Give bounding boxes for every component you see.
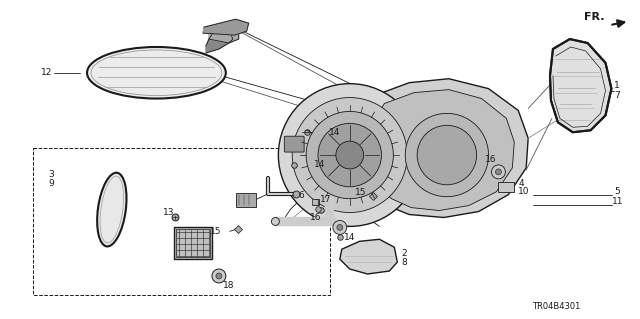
Polygon shape xyxy=(206,31,233,53)
Circle shape xyxy=(405,114,488,197)
Polygon shape xyxy=(203,19,248,35)
Bar xyxy=(499,182,515,192)
Polygon shape xyxy=(550,39,611,132)
Circle shape xyxy=(278,84,421,226)
Text: 8: 8 xyxy=(401,258,407,267)
Text: 5: 5 xyxy=(614,187,620,196)
Text: 7: 7 xyxy=(614,91,620,100)
Text: 16: 16 xyxy=(310,213,321,222)
Circle shape xyxy=(318,123,381,187)
Polygon shape xyxy=(340,239,397,274)
Circle shape xyxy=(271,218,279,226)
Text: 13: 13 xyxy=(163,208,175,217)
Text: 1: 1 xyxy=(614,81,620,90)
Text: FR.: FR. xyxy=(584,12,604,22)
Bar xyxy=(174,227,212,259)
Text: 4: 4 xyxy=(518,179,524,188)
FancyBboxPatch shape xyxy=(284,136,304,152)
Text: 3: 3 xyxy=(49,170,54,179)
Ellipse shape xyxy=(87,47,226,99)
Text: 14: 14 xyxy=(314,160,325,169)
Text: 15: 15 xyxy=(210,227,221,236)
Text: 15: 15 xyxy=(355,188,366,197)
Ellipse shape xyxy=(97,173,127,246)
Text: 18: 18 xyxy=(223,281,234,290)
Text: 14: 14 xyxy=(329,128,340,137)
Text: 10: 10 xyxy=(518,187,530,196)
Text: 9: 9 xyxy=(49,179,54,188)
Circle shape xyxy=(212,269,226,283)
Circle shape xyxy=(417,125,477,185)
Text: 14: 14 xyxy=(344,233,355,242)
Bar xyxy=(33,148,330,295)
Polygon shape xyxy=(209,25,239,43)
Bar xyxy=(236,193,255,207)
Text: 6: 6 xyxy=(298,191,304,200)
Text: 11: 11 xyxy=(612,197,624,206)
Text: TR04B4301: TR04B4301 xyxy=(532,302,580,311)
Circle shape xyxy=(216,273,222,279)
Bar xyxy=(176,229,210,257)
Text: 12: 12 xyxy=(40,68,52,77)
Polygon shape xyxy=(369,90,515,211)
Circle shape xyxy=(495,169,501,175)
Text: 2: 2 xyxy=(401,249,407,258)
Circle shape xyxy=(292,98,407,212)
Circle shape xyxy=(337,225,343,230)
Circle shape xyxy=(492,165,506,179)
Circle shape xyxy=(306,111,394,199)
Text: 16: 16 xyxy=(484,155,496,165)
Text: 17: 17 xyxy=(320,195,332,204)
Polygon shape xyxy=(358,79,528,218)
Circle shape xyxy=(336,141,364,169)
Circle shape xyxy=(333,220,347,234)
